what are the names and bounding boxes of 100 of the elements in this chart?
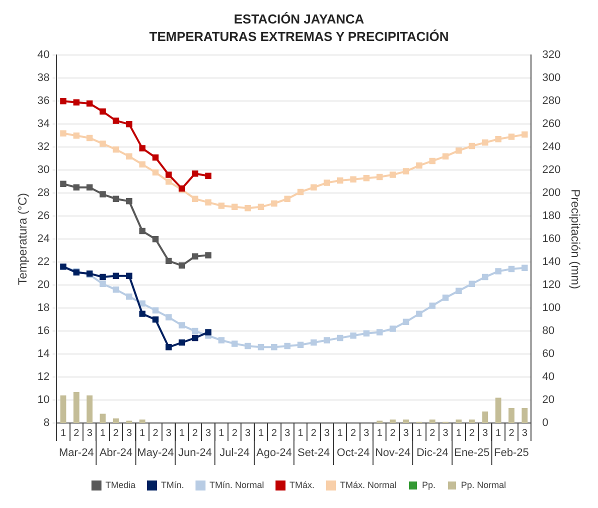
point — [258, 204, 264, 210]
point — [468, 280, 476, 288]
point — [429, 302, 436, 309]
y-tick-label: 10 — [37, 394, 50, 406]
text: Set-24 — [298, 447, 330, 460]
y2-tick-label: 240 — [542, 141, 561, 154]
point — [350, 176, 356, 182]
bar — [495, 398, 502, 423]
chart-title: ESTACIÓN JAYANCA — [234, 11, 365, 26]
y-tick-label: 22 — [37, 256, 50, 268]
point — [139, 300, 146, 307]
point — [284, 342, 290, 350]
point — [284, 196, 290, 202]
x-tick-label: 2 — [469, 428, 476, 439]
y-tick-label: 14 — [37, 348, 50, 360]
point — [522, 264, 528, 271]
point — [152, 236, 159, 242]
point — [139, 228, 146, 234]
y2-tick-label: 300 — [542, 72, 561, 84]
point — [244, 342, 251, 350]
x-tick-label: 2 — [113, 428, 120, 439]
text: Abr-24 — [99, 447, 132, 460]
x-tick-label: 2 — [152, 428, 159, 439]
point — [112, 272, 120, 279]
legend-label: Pp. — [422, 480, 436, 490]
point — [205, 172, 212, 180]
bar — [468, 420, 475, 423]
point — [456, 288, 462, 294]
y-tick-label: 12 — [37, 371, 50, 384]
text: Nov-24 — [375, 447, 411, 460]
point — [139, 310, 146, 317]
point — [482, 139, 488, 146]
point — [112, 286, 120, 293]
x-tick-label: 3 — [205, 428, 212, 439]
point — [390, 326, 396, 332]
point — [166, 178, 172, 185]
point — [192, 170, 198, 177]
text: Feb-25 — [494, 447, 529, 460]
x-tick-label: 3 — [86, 428, 93, 439]
point — [126, 198, 132, 204]
x-tick-label: 2 — [271, 428, 278, 439]
y2-tick-label: 260 — [542, 118, 561, 130]
point — [324, 180, 330, 186]
x-tick-label: 1 — [298, 428, 304, 439]
legend-label: TMín. Normal — [209, 480, 264, 490]
point — [112, 118, 120, 124]
y-tick-label: 34 — [37, 118, 50, 130]
text: Jul-24 — [220, 447, 250, 460]
point — [86, 184, 93, 190]
y-tick-label: 38 — [37, 72, 50, 84]
x-tick-label: 2 — [74, 428, 80, 439]
point — [218, 202, 225, 209]
x-tick-label: 2 — [192, 428, 198, 439]
point — [244, 204, 251, 212]
point — [126, 121, 132, 128]
point — [336, 334, 344, 342]
y2-axis-title: Precipitación (mm) — [568, 189, 582, 290]
y-tick-label: 24 — [37, 233, 50, 246]
point — [402, 168, 410, 174]
y-tick-label: 8 — [44, 417, 50, 430]
y2-tick-label: 80 — [542, 325, 554, 338]
point — [231, 204, 238, 210]
x-tick-label: 2 — [350, 428, 356, 439]
point — [60, 180, 66, 188]
point — [166, 172, 172, 178]
text: Oct-24 — [336, 447, 370, 460]
point — [126, 153, 132, 160]
bar — [429, 420, 436, 423]
point — [231, 340, 238, 347]
legend-label: TMáx. — [289, 480, 315, 490]
point — [376, 329, 383, 336]
point — [495, 268, 502, 274]
x-tick-label: 2 — [310, 428, 317, 439]
point — [416, 310, 422, 317]
point — [152, 316, 159, 323]
point — [192, 328, 198, 334]
point — [416, 162, 422, 169]
bar — [86, 395, 93, 423]
point — [522, 131, 528, 138]
text: May-24 — [137, 447, 174, 460]
x-tick-label: 1 — [179, 428, 186, 439]
bar — [112, 418, 119, 423]
x-tick-label: 3 — [166, 428, 172, 439]
bar — [100, 414, 106, 423]
point — [100, 108, 106, 115]
point — [112, 146, 120, 153]
point — [310, 184, 317, 190]
x-tick-label: 3 — [284, 428, 291, 439]
point — [178, 262, 185, 269]
legend-label: TMedia — [105, 480, 136, 490]
y2-tick-label: 280 — [542, 95, 561, 108]
point — [205, 329, 212, 336]
point — [166, 258, 172, 264]
point — [152, 154, 159, 161]
legend-label: Pp. Normal — [461, 480, 506, 490]
point — [390, 172, 396, 178]
x-tick-label: 2 — [430, 428, 436, 439]
x-tick-label: 3 — [126, 428, 132, 439]
point — [508, 266, 515, 272]
point — [192, 253, 198, 260]
